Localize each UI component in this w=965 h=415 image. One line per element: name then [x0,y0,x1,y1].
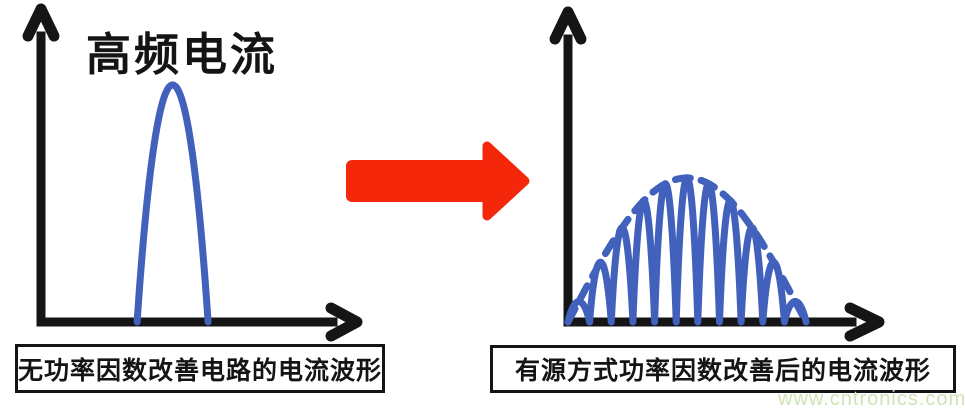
high-frequency-pulse-curve [133,81,212,326]
watermark: www.cntronics.com [778,388,965,410]
right-caption-text: 有源方式功率因数改善后的电流波形 [514,357,931,385]
left-chart-axes [36,31,338,327]
left-caption-box: 无功率因数改善电路的电流波形 [15,344,385,393]
transform-arrow-shaft [346,160,488,202]
transform-arrow-head-icon [482,141,530,221]
right-caption-box: 有源方式功率因数改善后的电流波形 [490,345,956,393]
switching-current-curve [564,174,810,326]
right-chart-y-axis-arrowhead-icon [549,6,587,45]
right-chart-x-axis-arrowhead-icon [844,302,885,342]
left-chart-y-axis-arrowhead-icon [22,3,60,42]
left-chart-x-axis-arrowhead-icon [325,302,363,342]
left-chart-title: 高频电流 [86,29,279,80]
left-caption-text: 无功率因数改善电路的电流波形 [18,356,383,385]
sine-envelope-dashed-curve [564,174,810,326]
